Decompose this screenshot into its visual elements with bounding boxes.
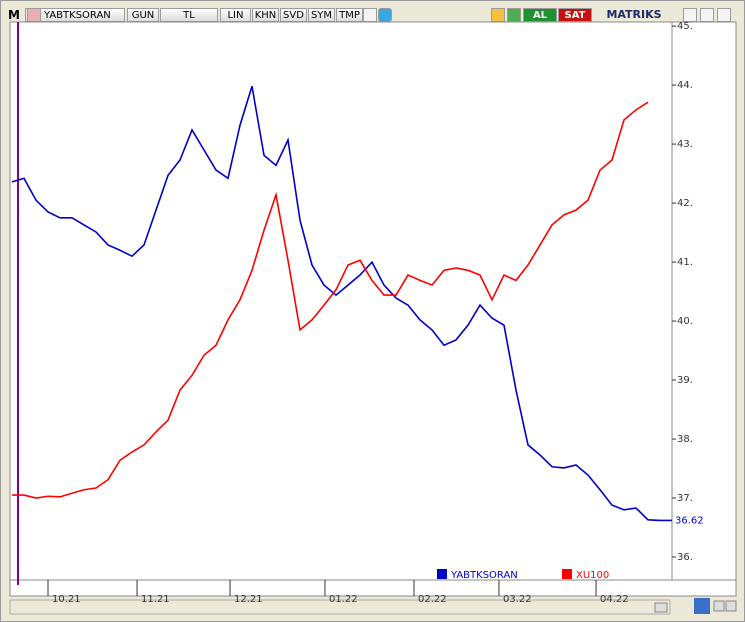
legend-label: XU100 <box>576 570 609 581</box>
logo: M <box>8 8 20 22</box>
x-axis-area <box>9 579 737 597</box>
legend-swatch <box>437 569 447 579</box>
y-tick-label: 40. <box>677 316 693 327</box>
legend-label: YABTKSORAN <box>450 570 518 581</box>
y-axis-area <box>671 21 737 581</box>
x-tick-label: 04.22 <box>600 594 629 605</box>
y-tick-label: 36. <box>677 552 693 563</box>
y-tick-label: 43. <box>677 139 693 150</box>
x-tick-label: 11.21 <box>141 594 170 605</box>
sync-button[interactable] <box>694 598 710 614</box>
legend-swatch <box>562 569 572 579</box>
x-tick-label: 02.22 <box>418 594 447 605</box>
x-tick-label: 12.21 <box>234 594 263 605</box>
x-tick-label: 10.21 <box>52 594 81 605</box>
series-line <box>11 86 672 522</box>
scroll-thumb[interactable] <box>654 602 668 613</box>
y-tick-label: 44. <box>677 80 693 91</box>
y-tick-label: 45. <box>677 21 693 32</box>
last-value-label: 36.62 <box>675 515 704 526</box>
scroll-left[interactable] <box>713 600 725 612</box>
brand: MATRIKS <box>606 8 662 21</box>
plot-area <box>9 21 673 581</box>
y-tick-label: 41. <box>677 257 693 268</box>
y-tick-label: 37. <box>677 493 693 504</box>
scroll-right[interactable] <box>725 600 737 612</box>
x-tick-label: 01.22 <box>329 594 358 605</box>
y-tick-label: 38. <box>677 434 693 445</box>
scrollbar[interactable] <box>9 599 671 615</box>
y-tick-label: 42. <box>677 198 693 209</box>
x-tick-label: 03.22 <box>503 594 532 605</box>
y-tick-label: 39. <box>677 375 693 386</box>
series-line <box>12 101 649 499</box>
